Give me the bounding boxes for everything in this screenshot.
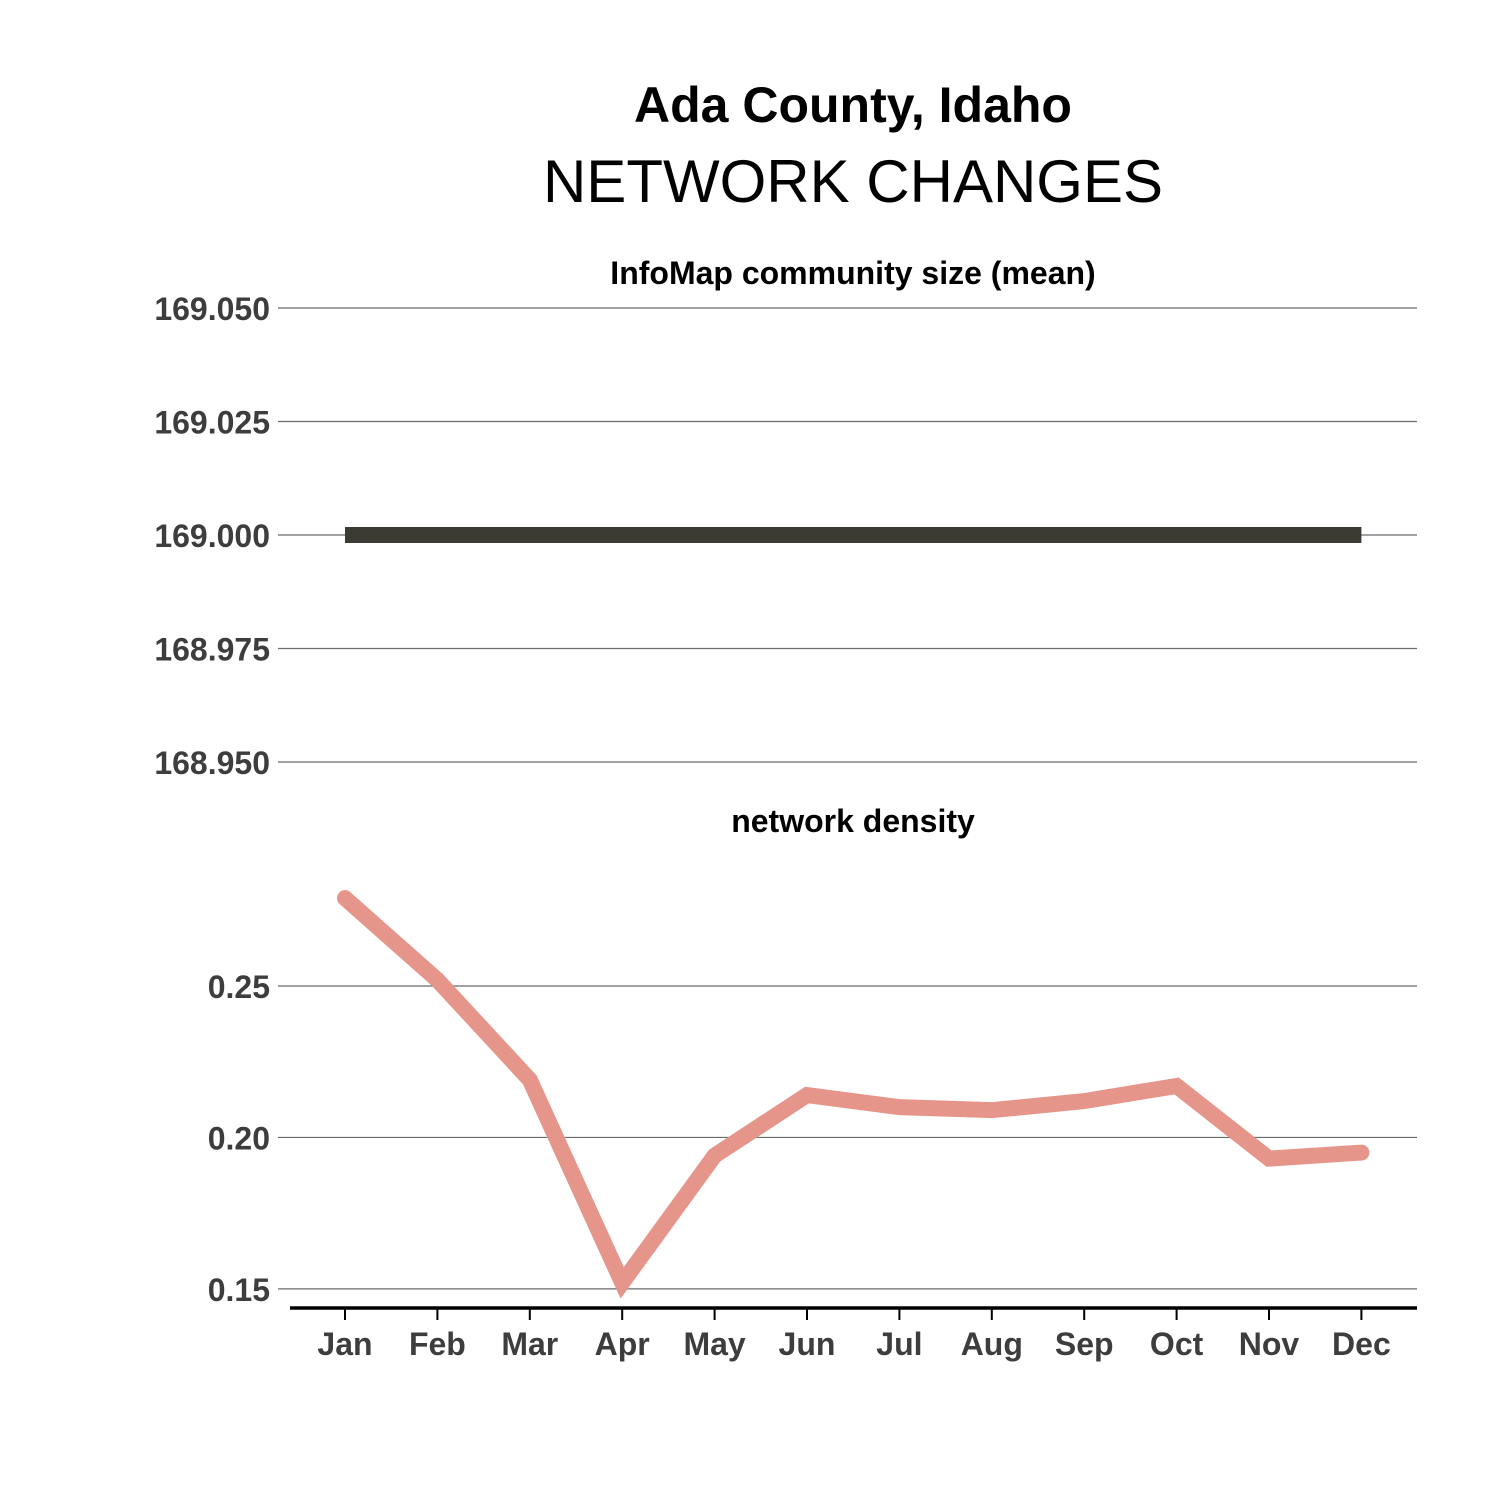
x-tick-label-may: May <box>683 1326 745 1362</box>
x-tick-label-mar: Mar <box>501 1326 558 1362</box>
x-tick-label-dec: Dec <box>1332 1326 1391 1362</box>
y-tick-label: 0.15 <box>208 1272 270 1308</box>
x-tick-label-oct: Oct <box>1150 1326 1204 1362</box>
x-tick-label-jan: Jan <box>317 1326 372 1362</box>
x-tick-label-nov: Nov <box>1239 1326 1300 1362</box>
y-tick-label: 169.050 <box>154 291 270 327</box>
x-tick-label-feb: Feb <box>409 1326 466 1362</box>
x-tick-label-jul: Jul <box>876 1326 922 1362</box>
chart-subtitle: NETWORK CHANGES <box>543 148 1163 215</box>
x-tick-label-sep: Sep <box>1055 1326 1114 1362</box>
y-tick-label: 168.950 <box>154 745 270 781</box>
panel-community-size: InfoMap community size (mean) 168.950 168… <box>154 255 1417 781</box>
y-tick-label: 169.025 <box>154 405 270 441</box>
x-tick-label-apr: Apr <box>595 1326 650 1362</box>
x-tick-label-jun: Jun <box>779 1326 836 1362</box>
y-tick-label: 0.20 <box>208 1120 270 1156</box>
panel-title-network-density: network density <box>731 803 975 839</box>
y-tick-label: 168.975 <box>154 632 270 668</box>
x-axis: Jan Feb Mar Apr May Jun Jul Aug Sep Oct Nov Dec <box>290 1306 1417 1362</box>
x-tick-label-aug: Aug <box>961 1326 1023 1362</box>
y-tick-label: 169.000 <box>154 518 270 554</box>
y-tick-label: 0.25 <box>208 969 270 1005</box>
panel-title-community-size: InfoMap community size (mean) <box>610 255 1095 291</box>
chart-title: Ada County, Idaho <box>634 77 1072 133</box>
panel-network-density: network density 0.15 0.20 0.25 <box>208 803 1417 1308</box>
series-line-network-density <box>337 890 1370 1299</box>
